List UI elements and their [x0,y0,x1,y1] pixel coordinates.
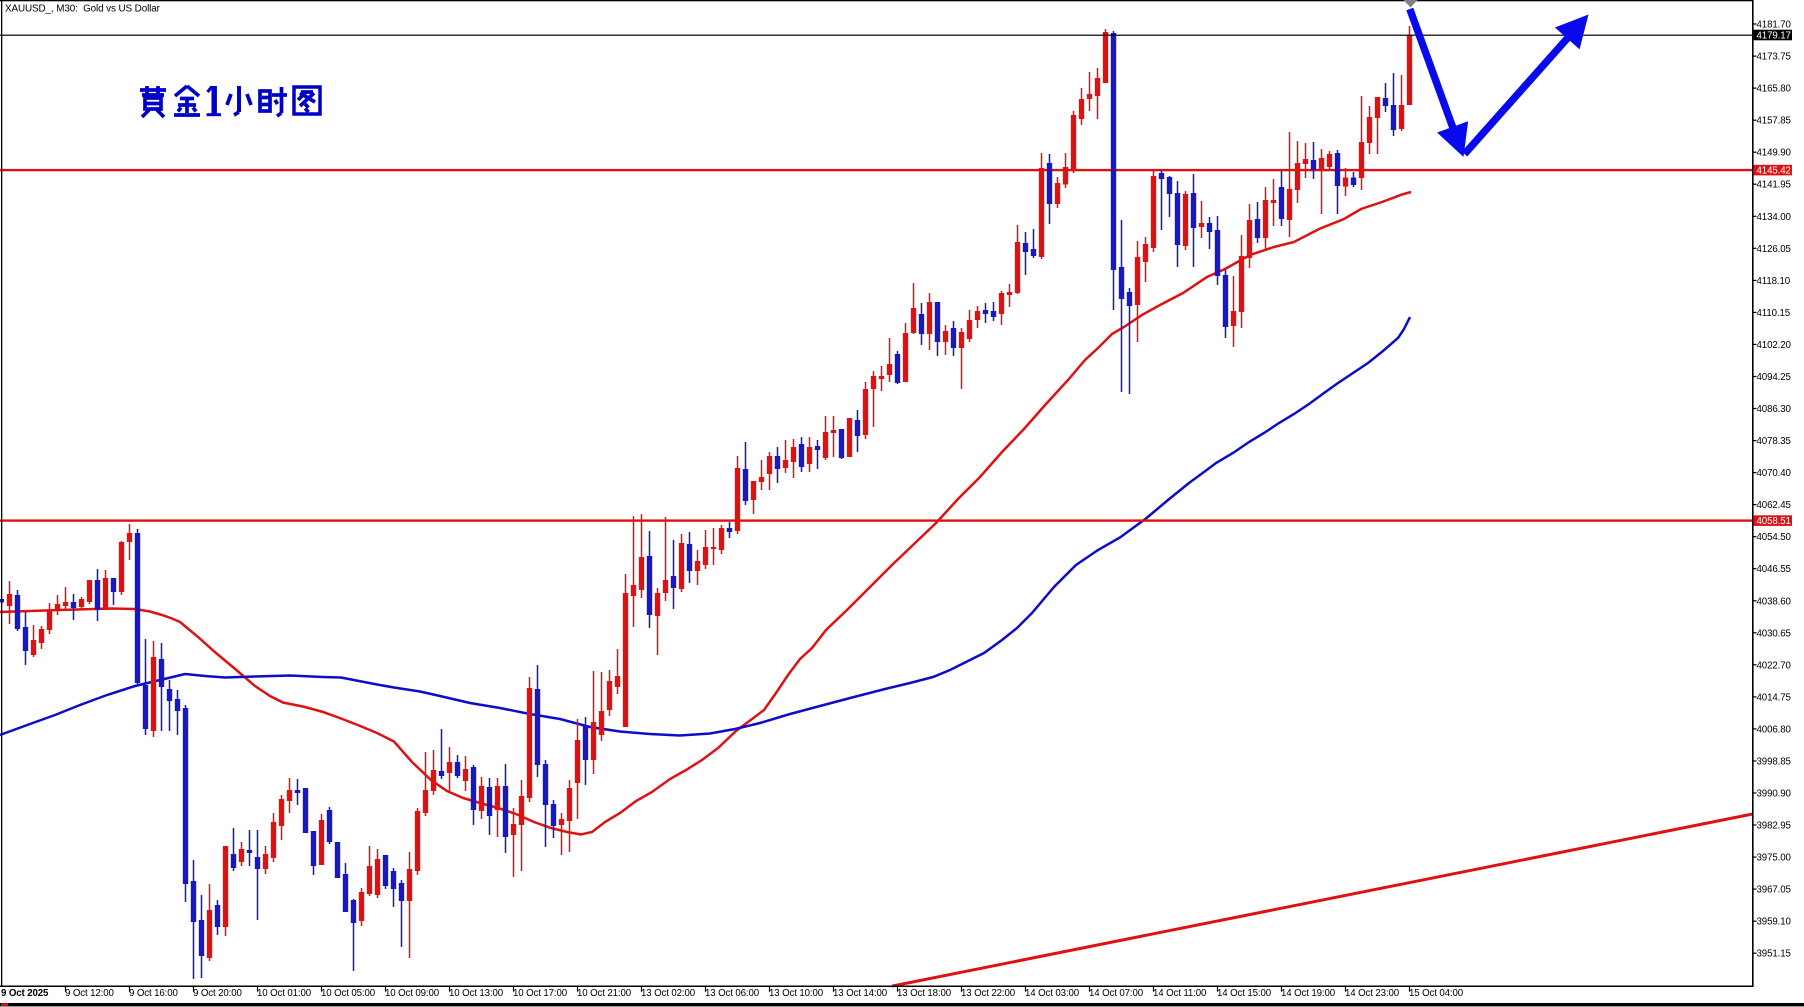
svg-text:14 Oct 07:00: 14 Oct 07:00 [1089,988,1144,999]
svg-text:15 Oct 04:00: 15 Oct 04:00 [1409,988,1464,999]
svg-text:13 Oct 14:00: 13 Oct 14:00 [833,988,888,999]
svg-text:XAUUSD_, M30: Gold vs US Doll: XAUUSD_, M30: Gold vs US Dollar [5,4,161,15]
svg-text:3959.10: 3959.10 [1757,917,1792,928]
svg-text:4118.10: 4118.10 [1757,276,1791,287]
svg-text:4157.85: 4157.85 [1757,116,1791,127]
svg-text:4181.70: 4181.70 [1757,20,1792,31]
svg-text:3998.85: 3998.85 [1757,757,1791,768]
svg-text:4046.55: 4046.55 [1757,564,1791,575]
svg-text:4179.17: 4179.17 [1757,31,1791,42]
svg-text:4086.30: 4086.30 [1757,404,1792,415]
svg-text:4014.75: 4014.75 [1757,692,1791,703]
svg-text:3990.90: 3990.90 [1757,789,1792,800]
svg-text:10 Oct 21:00: 10 Oct 21:00 [577,988,632,999]
svg-text:13 Oct 18:00: 13 Oct 18:00 [897,988,952,999]
svg-text:10 Oct 01:00: 10 Oct 01:00 [257,988,312,999]
svg-text:13 Oct 10:00: 13 Oct 10:00 [769,988,824,999]
svg-text:13 Oct 22:00: 13 Oct 22:00 [961,988,1016,999]
svg-text:4030.65: 4030.65 [1757,628,1791,639]
svg-text:4145.42: 4145.42 [1757,166,1791,177]
svg-text:10 Oct 17:00: 10 Oct 17:00 [513,988,568,999]
svg-text:13 Oct 06:00: 13 Oct 06:00 [705,988,760,999]
svg-text:4141.95: 4141.95 [1757,180,1791,191]
svg-text:10 Oct 05:00: 10 Oct 05:00 [321,988,376,999]
svg-text:10 Oct 13:00: 10 Oct 13:00 [449,988,504,999]
svg-text:4134.00: 4134.00 [1757,212,1792,223]
svg-text:4165.80: 4165.80 [1757,84,1792,95]
svg-text:4149.90: 4149.90 [1757,148,1792,159]
svg-text:14 Oct 11:00: 14 Oct 11:00 [1153,988,1207,999]
svg-text:9 Oct 12:00: 9 Oct 12:00 [65,988,114,999]
svg-text:4070.40: 4070.40 [1757,468,1792,479]
svg-text:4110.15: 4110.15 [1757,308,1791,319]
svg-text:3967.05: 3967.05 [1757,885,1791,896]
svg-text:4058.51: 4058.51 [1757,516,1791,527]
svg-text:4078.35: 4078.35 [1757,436,1791,447]
svg-text:4173.75: 4173.75 [1757,52,1791,63]
svg-text:13 Oct 02:00: 13 Oct 02:00 [641,988,696,999]
svg-text:4094.25: 4094.25 [1757,372,1791,383]
svg-text:3982.95: 3982.95 [1757,821,1791,832]
svg-text:4038.60: 4038.60 [1757,596,1792,607]
svg-text:14 Oct 03:00: 14 Oct 03:00 [1025,988,1080,999]
svg-text:3975.00: 3975.00 [1757,853,1792,864]
svg-text:9 Oct 2025: 9 Oct 2025 [1,988,49,999]
svg-text:14 Oct 19:00: 14 Oct 19:00 [1281,988,1336,999]
svg-text:4054.50: 4054.50 [1757,532,1792,543]
svg-text:4126.05: 4126.05 [1757,244,1791,255]
svg-text:14 Oct 23:00: 14 Oct 23:00 [1345,988,1400,999]
svg-text:4062.45: 4062.45 [1757,500,1791,511]
svg-text:14 Oct 15:00: 14 Oct 15:00 [1217,988,1272,999]
svg-text:4102.20: 4102.20 [1757,340,1792,351]
svg-text:4006.80: 4006.80 [1757,724,1792,735]
svg-text:9 Oct 20:00: 9 Oct 20:00 [193,988,242,999]
svg-text:4022.70: 4022.70 [1757,660,1792,671]
svg-text:9 Oct 16:00: 9 Oct 16:00 [129,988,178,999]
svg-text:3951.15: 3951.15 [1757,949,1791,960]
svg-text:10 Oct 09:00: 10 Oct 09:00 [385,988,440,999]
